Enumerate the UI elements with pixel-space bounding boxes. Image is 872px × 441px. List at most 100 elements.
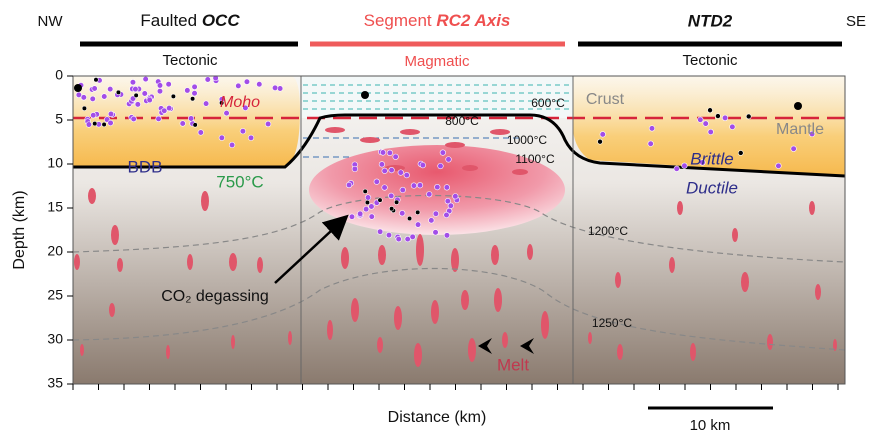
melt-lens (378, 245, 386, 265)
event (157, 88, 163, 94)
isotherm-label: 1200°C (588, 224, 628, 238)
melt-lens (732, 228, 738, 242)
event (198, 130, 204, 136)
event (346, 182, 352, 188)
melt-lens (416, 234, 424, 266)
event (411, 183, 417, 189)
event (794, 102, 802, 110)
event (682, 163, 688, 169)
event (444, 185, 450, 191)
melt-lens (690, 343, 696, 361)
y-tick-label: 20 (47, 243, 63, 259)
event (426, 191, 432, 197)
brittle-label: Brittle (690, 149, 733, 168)
regime-label: Tectonic (682, 52, 738, 69)
event (134, 93, 139, 98)
event (133, 86, 139, 92)
isotherm-label: 750°C (216, 172, 263, 191)
y-tick-label: 5 (55, 111, 63, 127)
event (396, 236, 402, 242)
y-tick-label: 0 (55, 67, 63, 83)
event (142, 91, 148, 97)
panel-title-em: OCC (202, 11, 241, 30)
melt-lens (431, 300, 439, 324)
isotherm-label: 800°C (445, 114, 479, 128)
melt-lens (462, 165, 478, 171)
melt-lens (617, 344, 623, 360)
event (429, 218, 435, 224)
co2-label: CO₂ degassing (161, 288, 269, 305)
melt-lens (445, 142, 465, 148)
melt-lens (201, 191, 209, 211)
event (440, 150, 446, 156)
event (386, 232, 392, 238)
melt-lens (288, 331, 292, 345)
event (377, 229, 383, 235)
event (205, 77, 211, 83)
event (448, 203, 454, 209)
event (382, 185, 388, 191)
event (131, 116, 137, 122)
event (143, 76, 149, 82)
event (248, 135, 254, 141)
melt-lens (400, 129, 420, 135)
melt-lens (111, 225, 119, 245)
melt-lens (327, 320, 333, 340)
isotherm-label: 1000°C (507, 133, 547, 147)
melt-label: Melt (497, 355, 529, 374)
melt-lens (809, 201, 815, 215)
event (738, 150, 743, 155)
melt-lens (669, 257, 675, 273)
melt-lens (109, 303, 115, 317)
event (135, 102, 141, 108)
event (92, 121, 97, 126)
event (94, 77, 99, 82)
event (188, 116, 194, 122)
event (82, 106, 87, 111)
event (161, 108, 167, 114)
melt-lens (351, 298, 359, 322)
event (361, 91, 369, 99)
panel-title-em: RC2 Axis (436, 11, 510, 30)
event (648, 141, 654, 147)
event (102, 122, 107, 127)
event (404, 172, 410, 178)
melt-lens (377, 337, 383, 353)
event (185, 88, 191, 94)
x-axis-label: Distance (km) (388, 409, 487, 426)
event (192, 90, 198, 96)
event (400, 187, 406, 193)
event (380, 150, 386, 156)
melt-lens (527, 244, 533, 260)
event (256, 81, 262, 87)
melt-lens (166, 345, 170, 359)
event (444, 233, 450, 239)
event (379, 162, 385, 168)
melt-lens (494, 288, 502, 312)
regime-label: Tectonic (162, 52, 218, 69)
melt-lens (231, 335, 235, 349)
event (240, 128, 246, 134)
event (147, 97, 153, 103)
event (387, 150, 393, 156)
melt-lens (80, 344, 84, 356)
event (90, 112, 96, 118)
melt-lens (414, 343, 422, 367)
event (393, 154, 399, 160)
event (244, 79, 250, 85)
crust-label: Crust (586, 91, 625, 108)
ductile-label: Ductile (686, 178, 738, 197)
event (349, 214, 355, 220)
panel-title-plain: Faulted (140, 11, 201, 30)
y-tick-label: 35 (47, 375, 63, 391)
melt-lens (677, 201, 683, 215)
y-axis-label: Depth (km) (11, 190, 28, 269)
panel-title: Segment RC2 Axis (364, 11, 511, 30)
y-tick-label: 25 (47, 287, 63, 303)
event (415, 210, 420, 215)
direction-label: SE (846, 13, 866, 30)
event (369, 214, 375, 220)
event (365, 195, 371, 201)
event (157, 83, 163, 89)
event (446, 157, 452, 163)
